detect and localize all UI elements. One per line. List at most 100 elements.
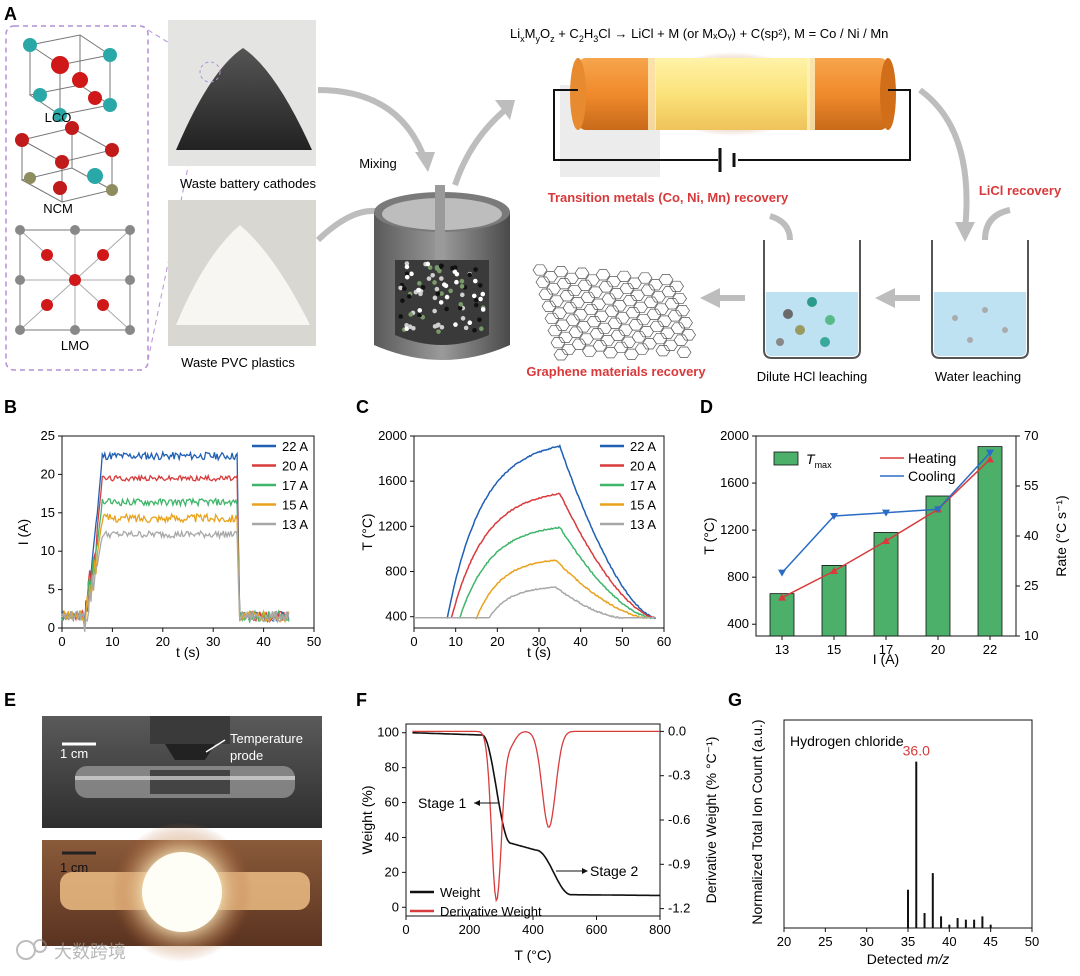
particle xyxy=(420,285,426,290)
annotation-arrowhead xyxy=(474,800,480,806)
hexagon xyxy=(658,274,674,286)
marker xyxy=(778,593,786,601)
chart-b: 0 10 20 30 40 50 0 5 10 15 20 25 22 A 20 A 17 A 15 A 13 … xyxy=(15,428,321,660)
annotation-stage2: Stage 2 xyxy=(590,863,638,879)
particle xyxy=(450,265,455,271)
watermark-text: 大数跨境 xyxy=(54,942,126,962)
bar xyxy=(977,446,1003,637)
hcl-leaching-label: Dilute HCl leaching xyxy=(757,369,868,384)
pvc-photo-label: Waste PVC plastics xyxy=(181,355,295,370)
y-tick-label: 1600 xyxy=(720,475,749,490)
chart-title: Hydrogen chloride xyxy=(790,733,904,749)
panel-label-f: F xyxy=(356,690,367,710)
marker xyxy=(830,567,838,574)
hexagon xyxy=(655,345,671,357)
y-tick-label: 400 xyxy=(727,616,749,631)
crystal-ncm-label: NCM xyxy=(43,201,73,216)
particle xyxy=(432,324,438,329)
series-line xyxy=(412,731,660,897)
particle xyxy=(404,261,410,266)
x-tick-label: 800 xyxy=(649,922,671,937)
crystal-lco-label: LCO xyxy=(45,110,72,125)
x-axis-title: T (°C) xyxy=(514,947,551,963)
hexagon xyxy=(541,300,557,312)
y-right-axis-title: Rate (°C s⁻¹) xyxy=(1053,495,1069,576)
hexagon xyxy=(598,281,614,293)
particle xyxy=(454,271,460,277)
marker xyxy=(986,455,994,463)
hexagon xyxy=(589,328,605,340)
y-tick-label: 800 xyxy=(727,569,749,584)
hexagon xyxy=(604,305,620,317)
y-right-tick-label: 40 xyxy=(1024,528,1038,543)
particle xyxy=(404,274,410,280)
particle xyxy=(467,320,473,326)
particle xyxy=(444,294,450,300)
y-tick-label: 1200 xyxy=(378,518,407,533)
panel-label-d: D xyxy=(700,397,713,417)
particle xyxy=(444,306,449,312)
x-tick-label: 0 xyxy=(410,634,417,649)
chart-f: 0 200 400 600 800 0 20 40 60 80 100 0.0 -0.3 -0.6 -0.9… xyxy=(359,723,719,963)
x-tick-label: 60 xyxy=(657,634,671,649)
hexagon xyxy=(574,267,590,279)
hexagon xyxy=(577,279,593,291)
x-axis-title: t (s) xyxy=(176,644,200,660)
crystal-lmo-label: LMO xyxy=(61,338,89,353)
marker xyxy=(778,569,786,577)
hexagon xyxy=(571,338,587,350)
legend-label: Weight xyxy=(440,885,481,900)
particle xyxy=(434,286,440,292)
hexagon xyxy=(580,291,596,303)
y-tick-label: 800 xyxy=(385,564,407,579)
particle xyxy=(408,312,413,317)
x-tick-label: 40 xyxy=(256,634,270,649)
hexagon xyxy=(595,269,611,281)
particle xyxy=(471,293,477,299)
y-tick-label: 25 xyxy=(41,428,55,443)
legend-swatch xyxy=(773,451,799,466)
x-tick-label: 10 xyxy=(448,634,462,649)
crystal-lmo-icon xyxy=(15,225,135,335)
x-axis-title: Detected m/z xyxy=(867,951,950,967)
particle xyxy=(439,276,444,281)
particle xyxy=(453,322,458,327)
hexagon xyxy=(532,264,548,276)
panel-label-b: B xyxy=(4,397,17,417)
hexagon xyxy=(649,320,665,333)
x-tick-label: 25 xyxy=(818,934,832,949)
x-tick-label: 30 xyxy=(532,634,546,649)
particle xyxy=(473,267,478,272)
legend-label: 15 A xyxy=(282,498,308,513)
legend-label: 13 A xyxy=(282,517,308,532)
x-axis-title: I (A) xyxy=(873,651,899,667)
graphene-recovery-label: Graphene materials recovery xyxy=(526,364,706,379)
y-tick-label: 10 xyxy=(41,543,55,558)
hexagon xyxy=(601,293,617,305)
particle xyxy=(398,314,404,319)
particle xyxy=(480,291,486,297)
x-tick-label: 50 xyxy=(615,634,629,649)
y-tick-label: 40 xyxy=(385,829,399,844)
mixing-cup-icon xyxy=(374,185,510,360)
hexagon xyxy=(646,308,662,320)
hexagon xyxy=(619,282,635,295)
particle xyxy=(404,264,410,270)
hexagon xyxy=(553,349,569,361)
particle xyxy=(477,283,483,288)
particle xyxy=(472,327,477,333)
x-tick-label: 600 xyxy=(586,922,608,937)
y-axis-title: I (A) xyxy=(15,519,31,545)
x-tick-label: 20 xyxy=(156,634,170,649)
cathode-powder-icon xyxy=(176,48,312,150)
hexagon xyxy=(556,278,572,290)
y-right-tick-label: 25 xyxy=(1024,578,1038,593)
y-tick-label: 0 xyxy=(48,620,55,635)
x-tick-label: 17 xyxy=(879,642,893,657)
particle xyxy=(432,308,437,314)
hexagon xyxy=(535,276,551,288)
marker xyxy=(934,506,942,514)
x-tick-label: 400 xyxy=(522,922,544,937)
particle xyxy=(417,281,422,286)
hexagon xyxy=(676,346,692,358)
